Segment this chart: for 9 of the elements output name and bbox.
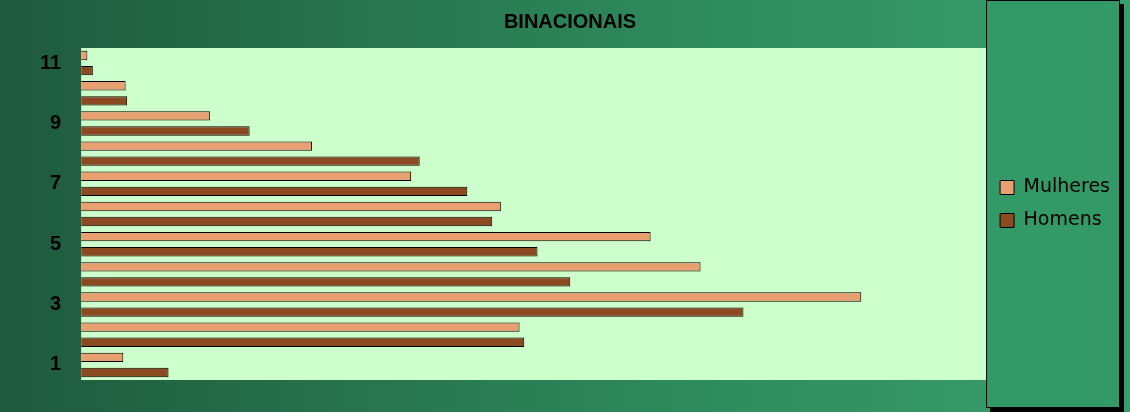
y-tick-label: 5 xyxy=(50,231,62,254)
y-tick-label: 7 xyxy=(50,171,62,194)
y-tick-label: 3 xyxy=(50,292,62,315)
legend-label: Mulheres xyxy=(1023,174,1111,197)
legend-label: Homens xyxy=(1023,207,1102,230)
y-tick-label: 1 xyxy=(50,352,62,375)
chart-title: BINACIONAIS xyxy=(503,9,637,32)
y-tick-label: 9 xyxy=(50,110,62,133)
y-tick-label: 11 xyxy=(39,50,62,73)
